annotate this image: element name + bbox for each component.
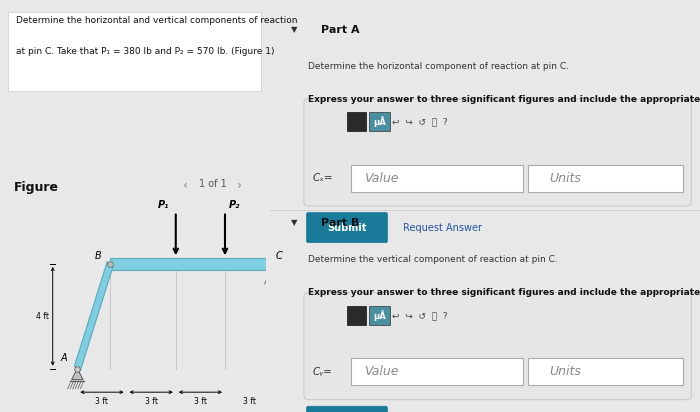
FancyBboxPatch shape xyxy=(368,112,390,131)
FancyBboxPatch shape xyxy=(304,99,692,206)
Text: B: B xyxy=(94,251,101,261)
FancyBboxPatch shape xyxy=(347,306,366,325)
Text: 3 ft: 3 ft xyxy=(95,398,108,406)
Text: Cₓ=: Cₓ= xyxy=(312,173,333,183)
Text: at pin C. Take that P₁ = 380 lb and P₂ = 570 lb. (Figure 1): at pin C. Take that P₁ = 380 lb and P₂ =… xyxy=(16,47,274,56)
Text: Units: Units xyxy=(550,172,581,185)
Text: P₂: P₂ xyxy=(229,200,241,210)
FancyBboxPatch shape xyxy=(368,306,390,325)
Text: ▼: ▼ xyxy=(291,218,298,227)
Text: ↩  ↪  ↺  ⬜  ?: ↩ ↪ ↺ ⬜ ? xyxy=(392,117,447,126)
Text: A: A xyxy=(61,353,67,363)
Text: Value: Value xyxy=(364,172,399,185)
Polygon shape xyxy=(74,262,113,371)
FancyBboxPatch shape xyxy=(347,112,366,131)
Text: ›: › xyxy=(237,179,242,192)
Text: 1 of 1: 1 of 1 xyxy=(199,179,228,189)
Text: μÅ: μÅ xyxy=(373,116,386,127)
Text: Determine the horizontal and vertical components of reaction: Determine the horizontal and vertical co… xyxy=(16,16,298,26)
Text: Value: Value xyxy=(364,365,399,378)
FancyBboxPatch shape xyxy=(110,258,274,270)
Text: Part B: Part B xyxy=(321,218,360,228)
Text: Determine the horizontal component of reaction at pin C.: Determine the horizontal component of re… xyxy=(308,62,569,71)
Text: ▼: ▼ xyxy=(291,25,298,34)
FancyBboxPatch shape xyxy=(304,293,692,400)
Polygon shape xyxy=(269,264,280,275)
Text: 3 ft: 3 ft xyxy=(145,398,158,406)
FancyBboxPatch shape xyxy=(528,358,682,385)
FancyBboxPatch shape xyxy=(8,12,261,91)
Text: Determine the vertical component of reaction at pin C.: Determine the vertical component of reac… xyxy=(308,255,558,265)
Text: 3 ft: 3 ft xyxy=(243,398,256,406)
FancyBboxPatch shape xyxy=(528,165,682,192)
Text: P₁: P₁ xyxy=(158,200,169,210)
Text: Submit: Submit xyxy=(328,222,367,233)
Text: Request Answer: Request Answer xyxy=(403,222,482,233)
FancyBboxPatch shape xyxy=(351,358,524,385)
Text: Figure: Figure xyxy=(13,181,59,194)
Text: 3 ft: 3 ft xyxy=(194,398,207,406)
Text: Units: Units xyxy=(550,365,581,378)
Polygon shape xyxy=(71,369,83,379)
Text: ↩  ↪  ↺  ⬜  ?: ↩ ↪ ↺ ⬜ ? xyxy=(392,311,447,320)
Text: Express your answer to three significant figures and include the appropriate uni: Express your answer to three significant… xyxy=(308,288,700,297)
FancyBboxPatch shape xyxy=(307,406,388,412)
Text: μÅ: μÅ xyxy=(373,310,386,321)
FancyBboxPatch shape xyxy=(307,213,388,243)
Text: C: C xyxy=(276,251,283,261)
Text: ‹: ‹ xyxy=(183,179,188,192)
FancyBboxPatch shape xyxy=(351,165,524,192)
Text: Express your answer to three significant figures and include the appropriate uni: Express your answer to three significant… xyxy=(308,95,700,104)
Text: Cᵧ=: Cᵧ= xyxy=(312,367,332,377)
Text: 4 ft: 4 ft xyxy=(36,312,50,321)
Text: Part A: Part A xyxy=(321,25,360,35)
